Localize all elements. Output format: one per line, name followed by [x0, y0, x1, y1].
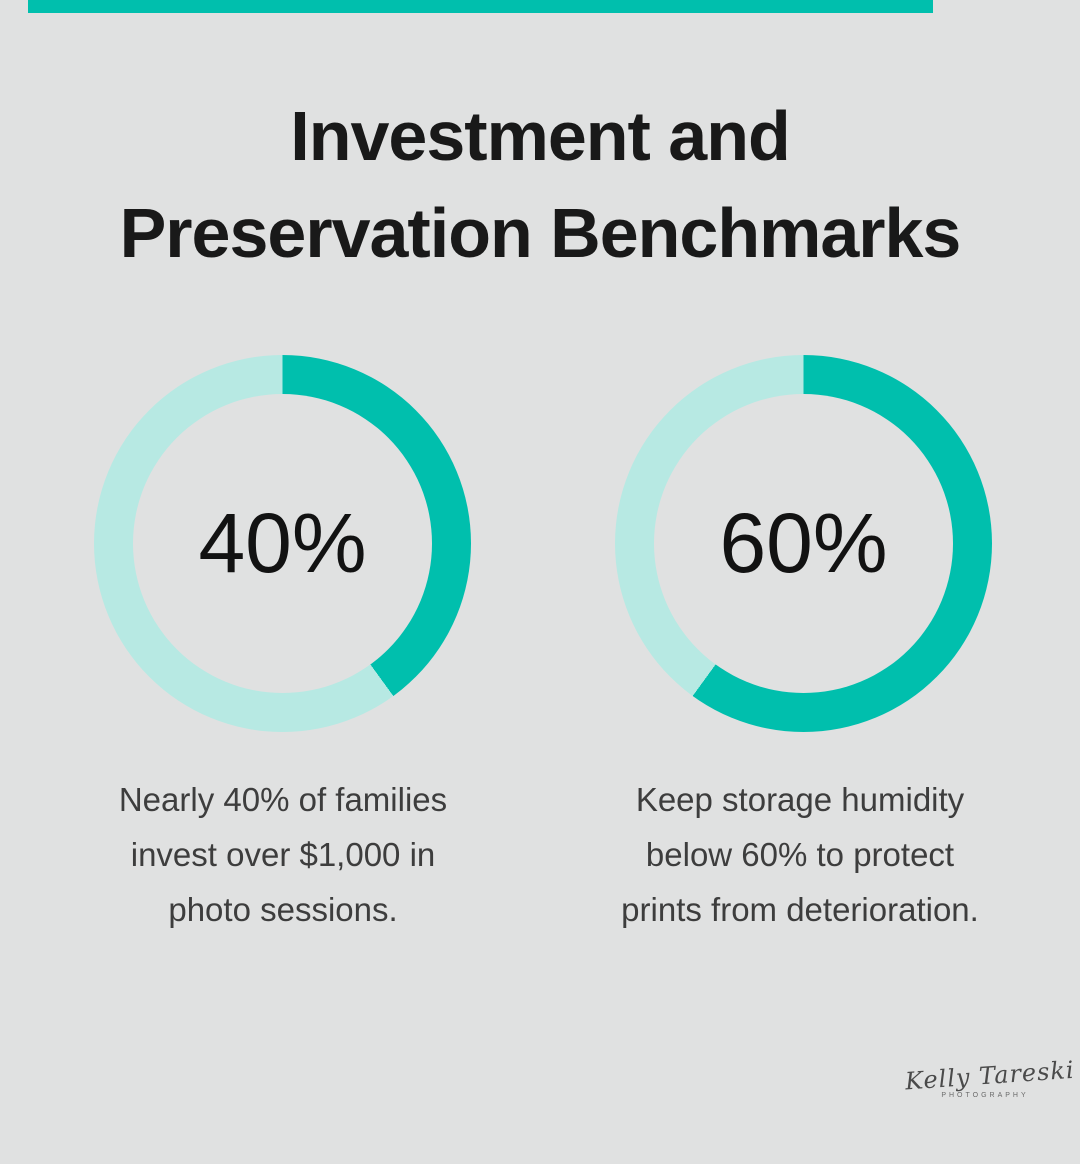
caption-investment: Nearly 40% of families invest over $1,00…: [63, 772, 503, 937]
photographer-signature: Kelly Tareski PHOTOGRAPHY: [904, 1056, 1075, 1099]
caption-line: invest over $1,000 in: [130, 836, 436, 873]
caption-line: Keep storage humidity: [635, 781, 965, 818]
donut-hole: 60%: [654, 394, 953, 693]
page-title-line-2: Preservation Benchmarks: [119, 194, 962, 272]
page-title-line-1: Investment and: [290, 97, 790, 175]
donut-chart-investment: 40%: [94, 355, 471, 732]
caption-humidity: Keep storage humidity below 60% to prote…: [580, 772, 1020, 937]
page-title: Investment and Preservation Benchmarks: [0, 88, 1080, 282]
donut-chart-humidity: 60%: [615, 355, 992, 732]
signature-subtitle-text: PHOTOGRAPHY: [941, 1092, 1029, 1099]
caption-line: below 60% to protect: [645, 836, 955, 873]
donut-hole: 40%: [133, 394, 432, 693]
caption-line: photo sessions.: [168, 891, 398, 928]
donut-center-value: 60%: [719, 496, 888, 590]
caption-line: Nearly 40% of families: [118, 781, 448, 818]
caption-line: prints from deterioration.: [621, 891, 979, 928]
top-accent-bar: [28, 0, 933, 13]
signature-name-text: Kelly Tareski: [904, 1055, 1076, 1096]
donut-center-value: 40%: [198, 496, 367, 590]
